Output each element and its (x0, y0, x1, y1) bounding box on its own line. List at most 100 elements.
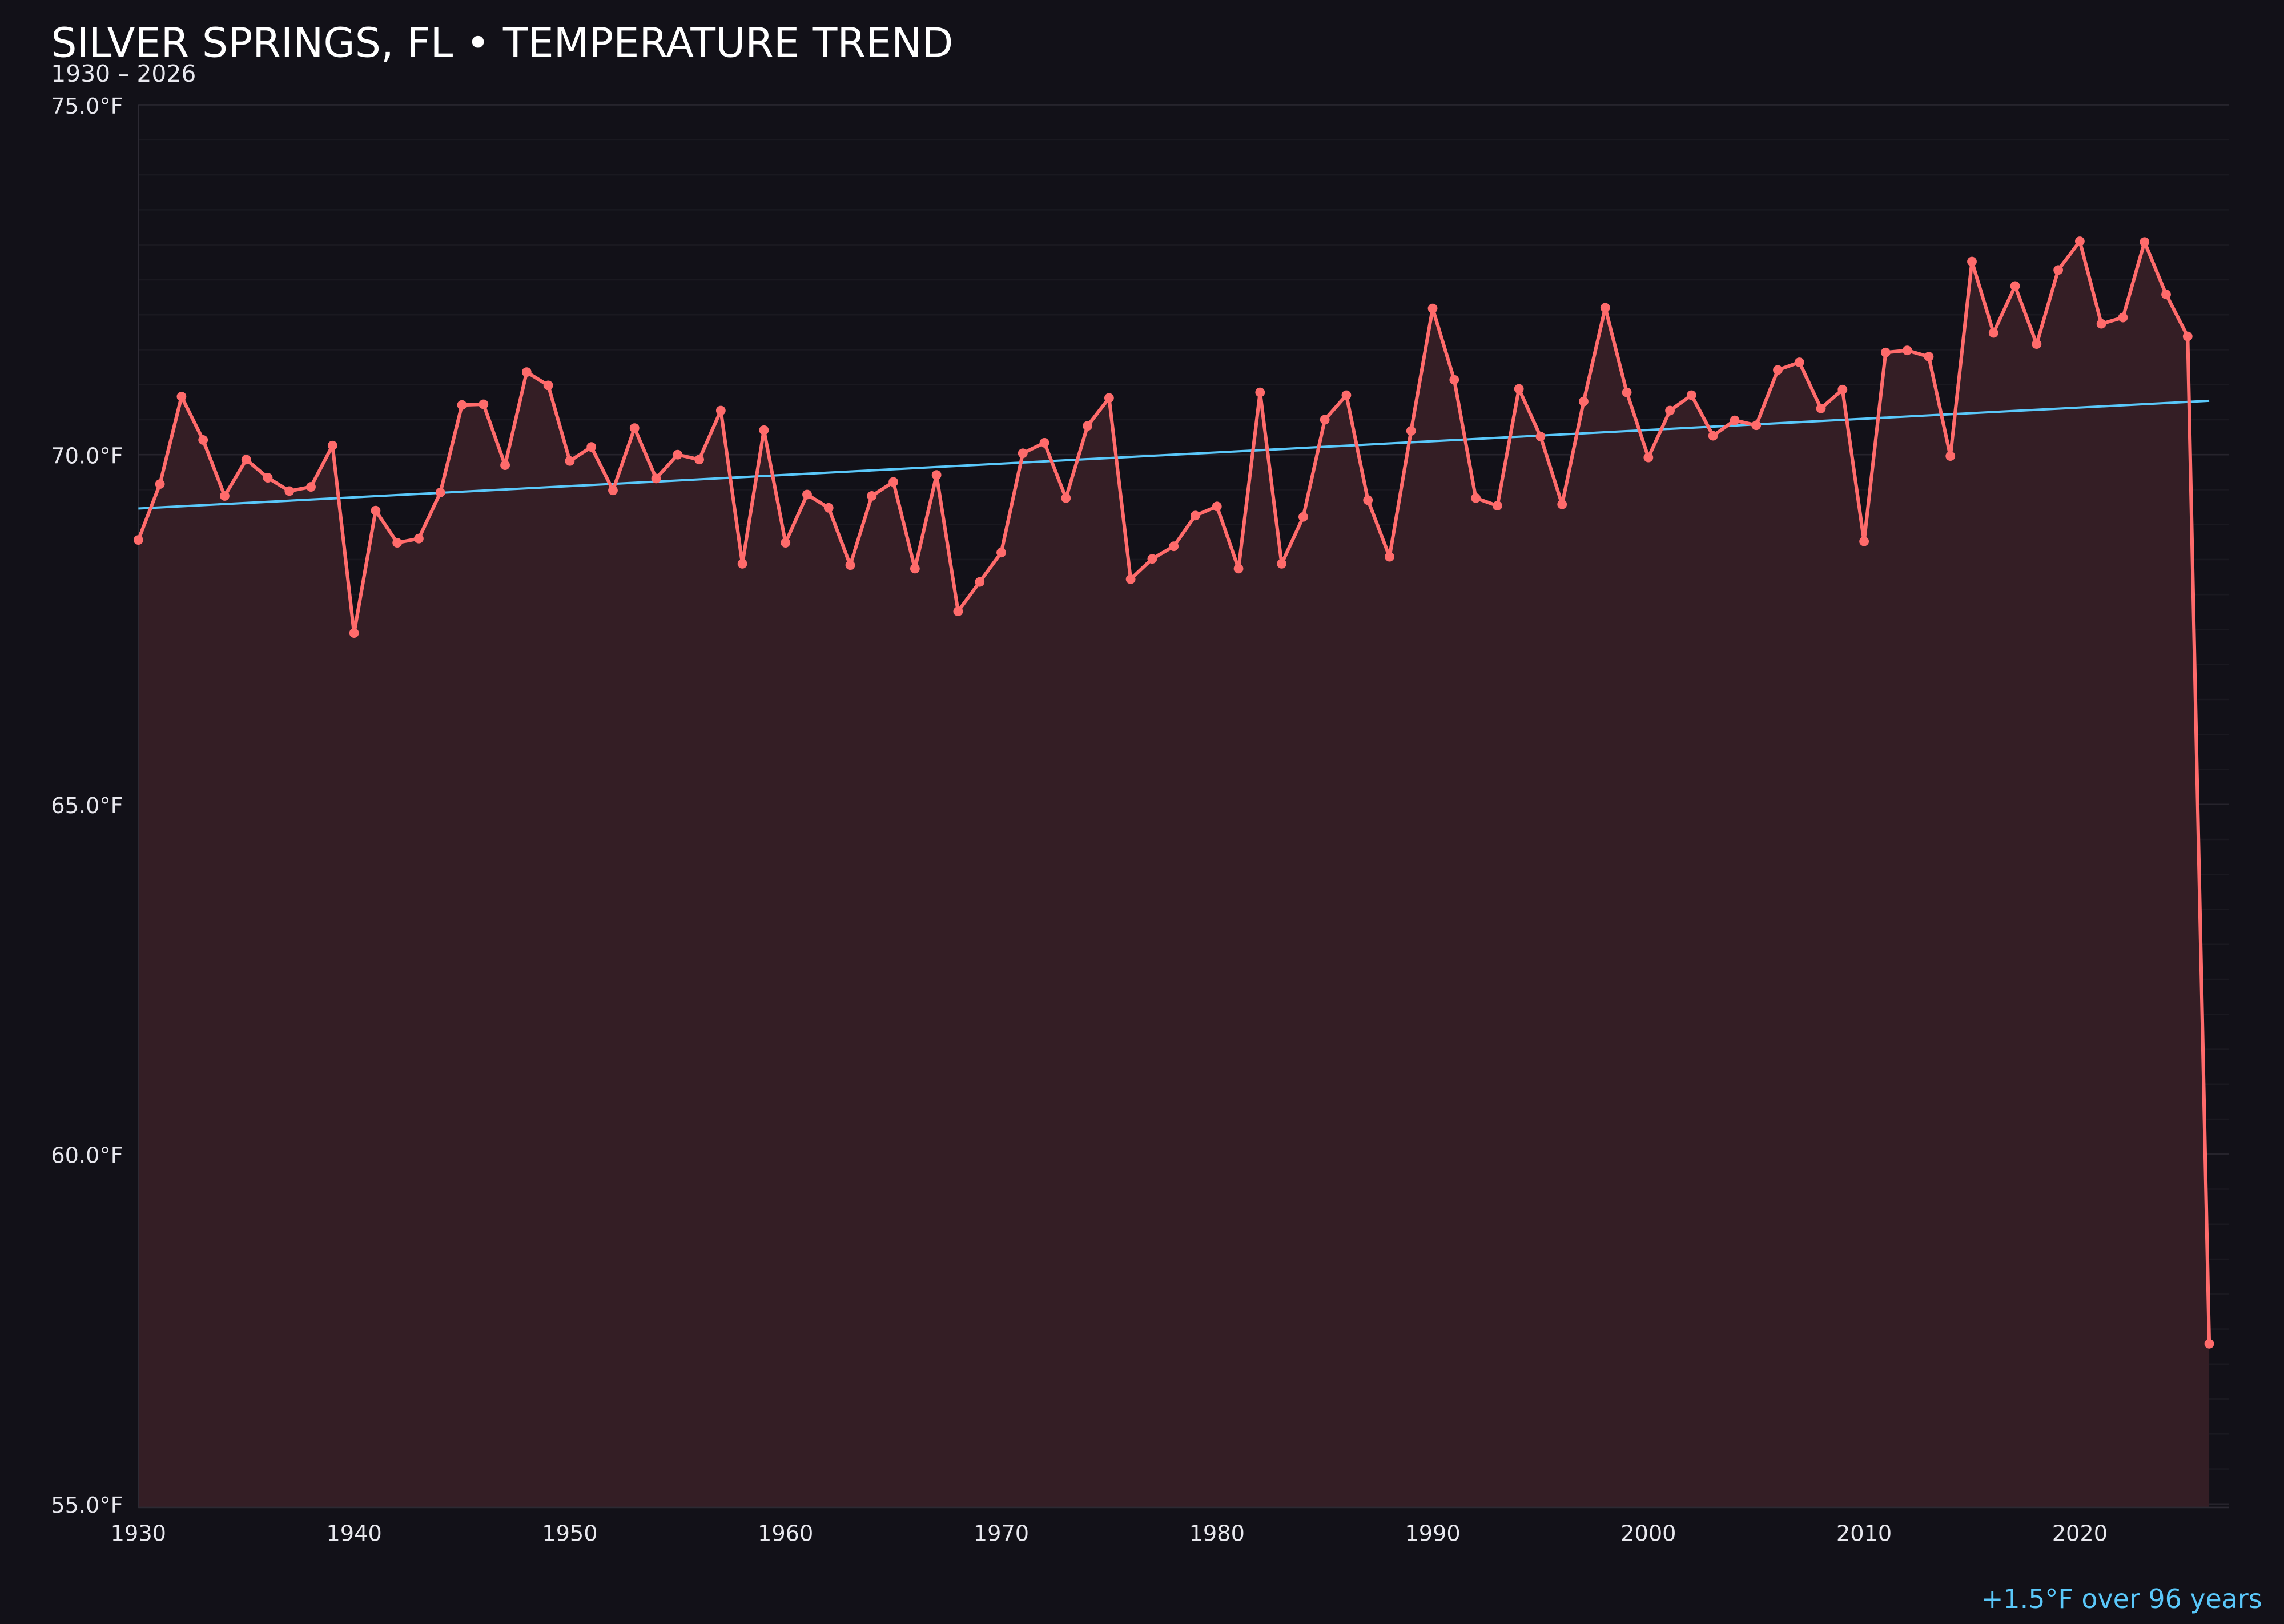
data-point (349, 628, 359, 638)
data-point (2096, 319, 2106, 329)
data-point (327, 440, 337, 451)
data-point (1708, 431, 1718, 441)
data-point (1255, 387, 1265, 397)
data-point (2161, 290, 2171, 300)
chart-title: SILVER SPRINGS, FL • TEMPERATURE TREND (51, 19, 953, 66)
x-tick-label: 1980 (1189, 1521, 1245, 1547)
data-point (759, 425, 769, 435)
axes (138, 104, 2229, 1509)
data-point (1018, 448, 1028, 459)
y-tick-label: 75.0°F (51, 94, 123, 119)
data-point (694, 455, 705, 465)
data-point (1945, 451, 1956, 461)
data-point (629, 423, 640, 433)
data-point (1449, 375, 1459, 385)
data-point (1471, 493, 1481, 503)
data-point (1385, 552, 1394, 562)
data-point (284, 486, 295, 496)
data-point (241, 455, 251, 465)
data-point (1427, 303, 1438, 313)
data-point (888, 477, 899, 487)
data-point (2118, 312, 2128, 323)
data-point (1406, 426, 1416, 436)
data-point (435, 487, 445, 497)
x-tick-label: 1950 (542, 1521, 597, 1547)
data-point (1277, 558, 1287, 569)
data-point (975, 577, 985, 587)
temperature-series (133, 236, 2214, 1349)
data-point (2010, 281, 2020, 291)
data-point (521, 367, 532, 377)
trend-line (138, 399, 2210, 510)
data-point (673, 449, 683, 460)
data-point (1773, 365, 1783, 375)
data-point (1212, 501, 1222, 512)
data-point (1492, 501, 1502, 511)
data-point (1837, 384, 1848, 395)
data-point (133, 535, 143, 545)
data-point (1191, 510, 1200, 521)
data-point (715, 405, 726, 416)
data-point (414, 533, 424, 544)
data-point (1061, 493, 1071, 503)
data-point (1751, 420, 1762, 431)
data-point (2182, 331, 2193, 341)
x-tick-label: 2020 (2052, 1521, 2108, 1547)
data-point (1622, 387, 1632, 397)
y-tick-label: 55.0°F (51, 1493, 123, 1518)
data-point (867, 491, 877, 501)
tick-labels: 55.0°F 60.0°F 65.0°F 70.0°F 75.0°F 1930 1940 19… (51, 94, 2108, 1547)
data-point (1643, 452, 1654, 463)
data-point (931, 470, 942, 480)
data-point (1686, 390, 1696, 400)
data-point (2053, 265, 2064, 275)
data-point (608, 485, 618, 496)
data-point (1320, 415, 1330, 425)
data-point (478, 399, 489, 409)
x-tick-label: 1960 (758, 1521, 813, 1547)
y-tick-label: 70.0°F (51, 443, 123, 469)
data-point (1924, 352, 1934, 362)
data-point (1363, 495, 1373, 505)
data-point (1859, 536, 1869, 546)
data-point (2140, 237, 2150, 247)
data-point (2074, 236, 2085, 246)
data-point (1988, 328, 1998, 338)
data-point (1557, 499, 1567, 509)
data-point (1535, 431, 1546, 441)
data-point (910, 564, 920, 574)
data-point (737, 558, 747, 569)
data-point (2204, 1338, 2214, 1349)
trend-annotation: +1.5°F over 96 years (1981, 1583, 2262, 1614)
area-fill (138, 241, 2210, 1508)
area-fill-path (138, 241, 2210, 1508)
y-tick-label: 60.0°F (51, 1143, 123, 1169)
data-point (996, 548, 1006, 558)
data-point (651, 473, 661, 484)
data-point (802, 489, 812, 500)
data-point (1147, 554, 1157, 564)
data-point (263, 473, 273, 483)
data-point (500, 460, 510, 470)
x-tick-label: 2000 (1620, 1521, 1676, 1547)
data-point (457, 400, 467, 410)
data-point (1816, 403, 1826, 413)
y-tick-label: 65.0°F (51, 793, 123, 819)
data-point (1125, 574, 1136, 584)
data-point (1104, 393, 1114, 403)
data-point (306, 482, 316, 492)
data-point (1665, 405, 1675, 416)
chart-subtitle: 1930 – 2026 (51, 60, 196, 87)
data-point (1600, 303, 1610, 313)
data-point (1967, 256, 1977, 267)
trend-line-segment (138, 399, 2210, 510)
data-point (1298, 512, 1308, 522)
x-tick-label: 2010 (1836, 1521, 1892, 1547)
x-tick-label: 1940 (326, 1521, 381, 1547)
data-point (371, 505, 381, 516)
data-point (1880, 347, 1891, 357)
data-point (565, 456, 575, 466)
data-point (220, 491, 230, 501)
x-tick-label: 1990 (1405, 1521, 1460, 1547)
